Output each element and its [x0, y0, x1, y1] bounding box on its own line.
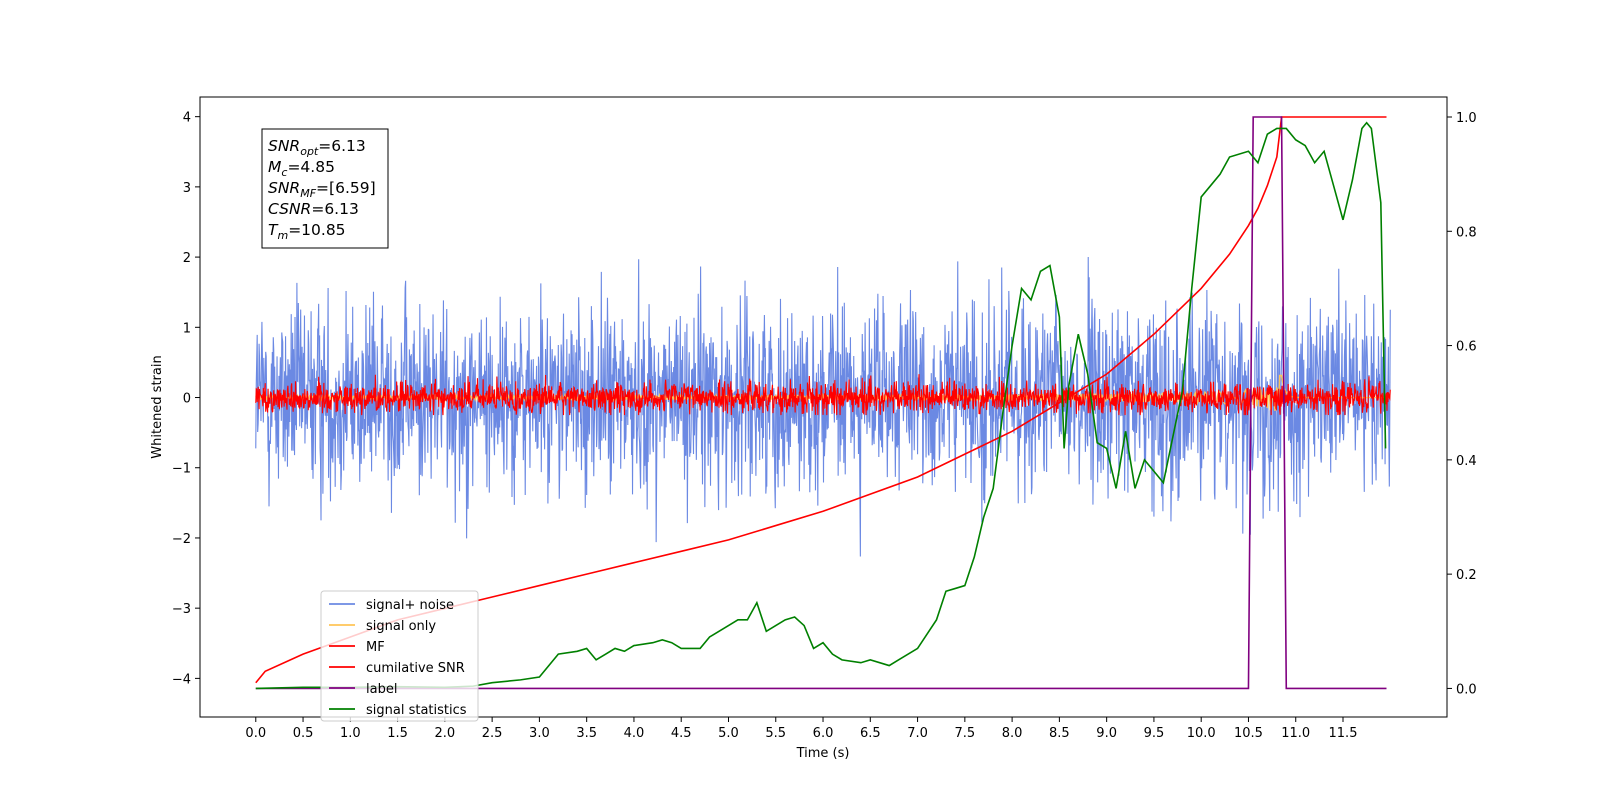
legend-label-2: MF — [366, 640, 385, 655]
x-tick-label: 11.5 — [1329, 726, 1358, 741]
y2-tick-label: 0.4 — [1456, 454, 1477, 469]
x-tick-label: 7.0 — [907, 726, 928, 741]
x-tick-label: 1.5 — [387, 726, 408, 741]
x-tick-label: 4.5 — [671, 726, 692, 741]
x-tick-label: 3.0 — [529, 726, 550, 741]
x-tick-label: 9.5 — [1144, 726, 1165, 741]
x-tick-label: 11.0 — [1281, 726, 1310, 741]
x-tick-label: 6.0 — [813, 726, 834, 741]
annotation-frame — [261, 128, 389, 249]
legend-label-0: signal+ noise — [366, 598, 454, 613]
x-tick-label: 7.5 — [954, 726, 975, 741]
y-axis-right: 0.0 0.2 0.4 0.6 0.8 1.0 — [1447, 111, 1477, 697]
y2-tick-label: 0.8 — [1456, 225, 1477, 240]
y-tick-label: −3 — [172, 602, 191, 617]
y-tick-label: 0 — [183, 392, 191, 407]
legend-label-3: cumilative SNR — [366, 661, 465, 676]
legend: signal+ noise signal only MF cumilative SNR… — [320, 590, 479, 722]
series-line-5 — [255, 121, 1387, 690]
x-tick-label: 0.5 — [293, 726, 314, 741]
x-tick-label: 9.0 — [1096, 726, 1117, 741]
y-axis-label: Whitened strain — [150, 355, 165, 458]
x-tick-label: 1.0 — [340, 726, 361, 741]
y2-tick-label: 0.0 — [1456, 682, 1477, 697]
y-tick-label: −4 — [172, 672, 191, 687]
y-tick-label: 3 — [183, 181, 191, 196]
annotation-line: CSNR=6.13 — [268, 200, 359, 218]
y-tick-label: 4 — [183, 111, 191, 126]
x-tick-label: 2.5 — [482, 726, 503, 741]
x-tick-label: 6.5 — [860, 726, 881, 741]
x-tick-label: 0.0 — [245, 726, 266, 741]
x-tick-label: 5.5 — [765, 726, 786, 741]
y-tick-label: 2 — [183, 251, 191, 266]
y-tick-label: −2 — [172, 532, 191, 547]
x-tick-label: 8.0 — [1002, 726, 1023, 741]
x-axis-label: Time (s) — [796, 746, 850, 761]
annotation-line: Tm=10.85 — [268, 221, 346, 242]
x-tick-label: 10.5 — [1234, 726, 1263, 741]
y-tick-label: 1 — [183, 321, 191, 336]
x-tick-label: 2.0 — [435, 726, 456, 741]
y2-tick-label: 0.6 — [1456, 340, 1477, 355]
x-tick-label: 8.5 — [1049, 726, 1070, 741]
x-tick-label: 3.5 — [576, 726, 597, 741]
series-line-4 — [255, 116, 1387, 690]
y2-tick-label: 0.2 — [1456, 568, 1477, 583]
series-line-2 — [255, 374, 1391, 416]
x-tick-label: 10.0 — [1187, 726, 1216, 741]
legend-label-5: signal statistics — [366, 703, 467, 718]
annotation-line: Mc=4.85 — [268, 158, 335, 179]
y-tick-label: −1 — [172, 462, 191, 477]
legend-label-1: signal only — [366, 619, 436, 634]
annotation-line: SNRMF=[6.59] — [268, 179, 376, 200]
y-axis-left: 4 3 2 1 0 −1 −2 −3 −4 — [172, 111, 200, 687]
legend-frame — [320, 590, 479, 722]
legend-label-4: label — [366, 682, 397, 697]
x-tick-label: 5.0 — [718, 726, 739, 741]
x-axis: 0.0 0.5 1.0 1.5 2.0 2.5 3.0 3.5 4.0 4.5 5.0 5.5 6.0 6… — [245, 717, 1357, 741]
x-tick-label: 4.0 — [624, 726, 645, 741]
y2-tick-label: 1.0 — [1456, 111, 1477, 126]
annotation-line: SNRopt=6.13 — [268, 137, 366, 158]
